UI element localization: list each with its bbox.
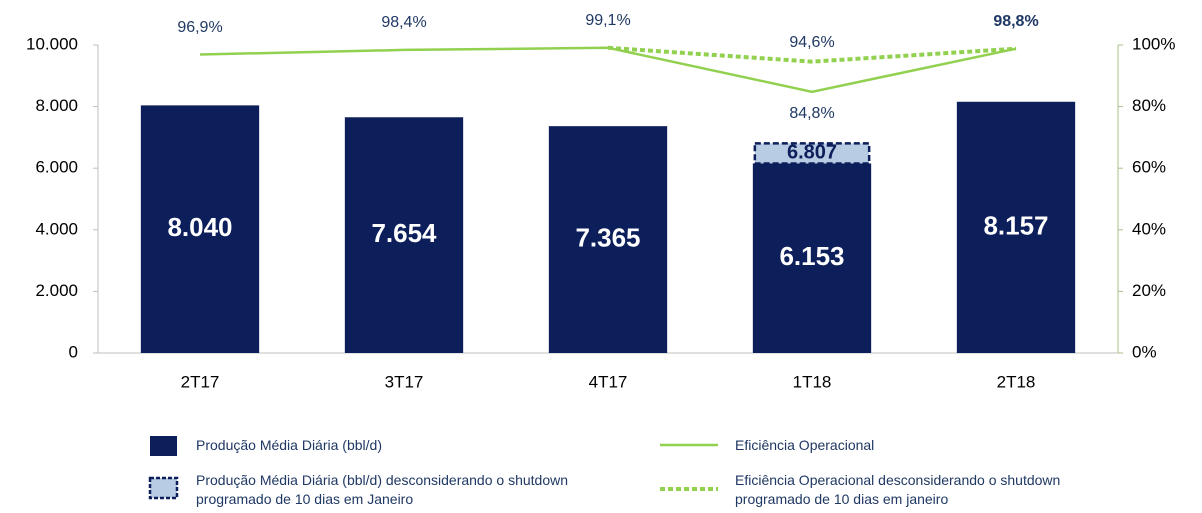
bar-label: 8.157: [983, 210, 1048, 240]
legend-swatch: [150, 436, 177, 456]
bar: [548, 126, 668, 354]
legend-label: Eficiência Operacional: [735, 437, 875, 453]
line-label: 96,9%: [177, 19, 222, 36]
y-tick-label: 8.000: [35, 96, 78, 115]
dashed-bar: [753, 142, 871, 165]
x-tick-label: 1T18: [793, 372, 832, 391]
x-tick-label: 4T17: [589, 372, 628, 391]
bar-label: 7.365: [575, 222, 640, 252]
bar-label: 8.040: [167, 212, 232, 242]
x-tick-label: 3T17: [385, 372, 424, 391]
line-label: 94,6%: [789, 34, 834, 51]
line-label: 99,1%: [585, 12, 630, 29]
bar-label: 6.807: [787, 142, 837, 164]
y2-tick-label: 60%: [1132, 158, 1166, 177]
legend-label: Produção Média Diária (bbl/d) desconside…: [196, 472, 568, 507]
bar-label: 7.654: [371, 218, 437, 248]
dashed-line: [607, 45, 1017, 64]
y2-tick-label: 20%: [1132, 281, 1166, 300]
bar: [752, 163, 872, 353]
y-tick-label: 4.000: [35, 219, 78, 238]
x-tick-label: 2T18: [997, 372, 1036, 391]
bar: [344, 117, 464, 353]
bar-label: 6.153: [779, 241, 844, 271]
legend-swatch: [148, 476, 179, 500]
line: [199, 46, 1017, 94]
y2-tick-label: 40%: [1132, 219, 1166, 238]
y2-tick-label: 80%: [1132, 96, 1166, 115]
bar: [956, 101, 1076, 353]
line-label: 84,8%: [789, 105, 834, 122]
bar: [140, 105, 260, 353]
x-tick-label: 2T17: [181, 372, 220, 391]
legend-label: Produção Média Diária (bbl/d): [196, 437, 382, 453]
y2-tick-label: 0%: [1132, 342, 1157, 361]
y-tick-label: 2.000: [35, 281, 78, 300]
y-tick-label: 10.000: [26, 34, 78, 53]
line-label: 98,4%: [381, 14, 426, 31]
legend-label: Eficiência Operacional desconsiderando o…: [735, 472, 1061, 507]
y2-tick-label: 100%: [1132, 34, 1175, 53]
line-label: 98,8%: [993, 13, 1038, 30]
y-tick-label: 6.000: [35, 158, 78, 177]
y-tick-label: 0: [69, 342, 78, 361]
